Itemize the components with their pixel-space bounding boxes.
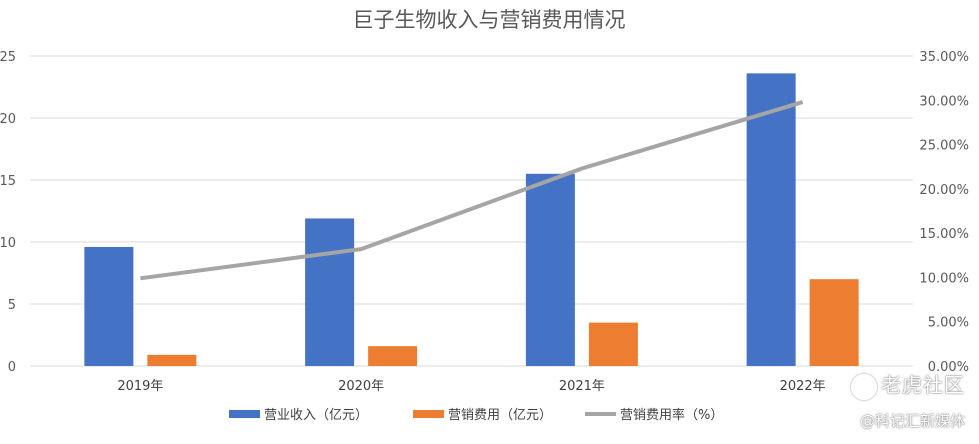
right-tick-label: 30.00%: [919, 94, 969, 109]
rate-line: [140, 100, 804, 281]
bar-marketing: [368, 346, 418, 366]
left-tick-label: 10: [0, 236, 16, 251]
bar-revenue: [305, 218, 355, 366]
right-tick-label: 0.00%: [928, 360, 969, 375]
legend-swatch: [229, 410, 260, 418]
bar-marketing: [809, 279, 859, 366]
right-tick-label: 15.00%: [919, 227, 969, 242]
tiger-logo-icon: [851, 373, 877, 400]
category-label: 2019年: [117, 379, 163, 394]
bar-revenue: [525, 173, 575, 366]
right-tick-label: 35.00%: [919, 50, 969, 65]
left-tick-label: 15: [0, 174, 16, 189]
legend: 营业收入（亿元） 营销费用（亿元） 营销费用率（%）: [229, 407, 723, 423]
bar-revenue: [746, 73, 796, 367]
right-tick-label: 25.00%: [919, 139, 969, 154]
legend-swatch: [413, 410, 444, 418]
bars: [84, 73, 859, 367]
category-label: 2020年: [338, 379, 384, 394]
legend-label: 营销费用率（%）: [620, 407, 723, 423]
watermark-top-text: 老虎社区: [881, 373, 965, 397]
legend-label: 营销费用（亿元）: [448, 408, 552, 423]
left-tick-label: 5: [8, 298, 16, 313]
chart-title: 巨子生物收入与营销费用情况: [353, 8, 626, 32]
category-label: 2021年: [559, 379, 605, 394]
left-axis-ticks: 0 5 10 15 20 25: [0, 50, 16, 375]
bar-marketing: [147, 354, 197, 366]
watermark-bottom: @科记汇新媒体: [859, 412, 965, 430]
left-tick-label: 25: [0, 50, 16, 65]
left-tick-label: 20: [0, 112, 16, 127]
legend-label: 营业收入（亿元）: [264, 408, 368, 423]
bar-marketing: [588, 322, 638, 366]
right-tick-label: 5.00%: [928, 316, 969, 331]
rate-line-path: [140, 100, 804, 281]
right-axis-ticks: 0.00% 5.00% 10.00% 15.00% 20.00% 25.00% 30.00%…: [919, 50, 969, 375]
category-label: 2022年: [780, 379, 826, 394]
category-labels: 2019年 2020年 2021年 2022年: [117, 379, 825, 394]
left-tick-label: 0: [8, 360, 16, 375]
right-tick-label: 20.00%: [919, 183, 969, 198]
right-tick-label: 10.00%: [919, 271, 969, 286]
watermark-top: 老虎社区: [851, 369, 965, 400]
bar-revenue: [84, 246, 134, 366]
